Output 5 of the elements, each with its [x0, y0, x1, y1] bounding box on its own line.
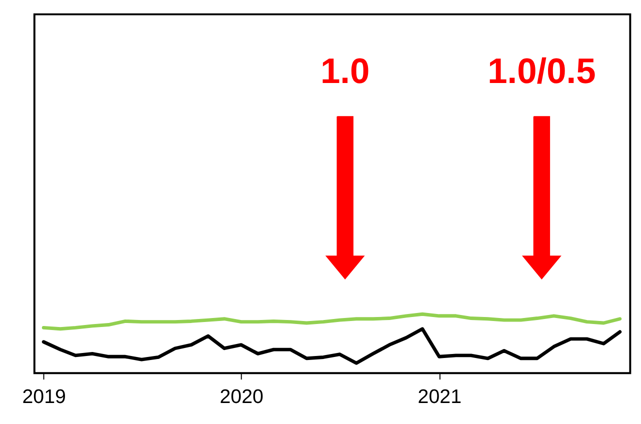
- x-tick-label: 2021: [418, 386, 462, 408]
- text: 1.0/0.5: [488, 52, 596, 92]
- x-tick-label: 2019: [22, 386, 66, 408]
- x-tick-label: 2020: [220, 386, 264, 408]
- text: 1.0: [320, 52, 370, 92]
